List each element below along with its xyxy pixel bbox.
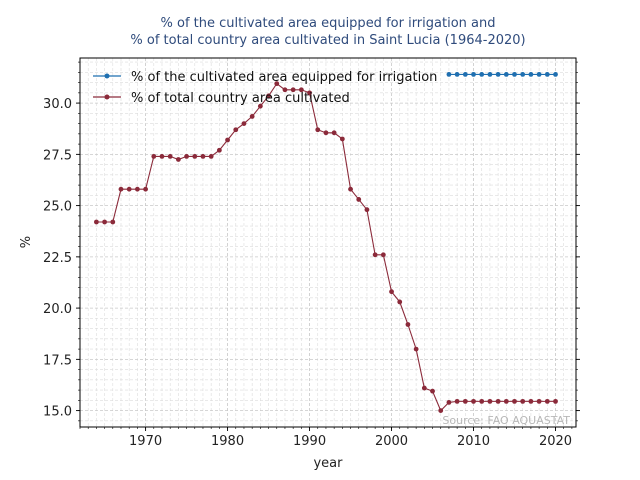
data-point-cultivated	[307, 90, 312, 96]
data-point-cultivated	[380, 252, 386, 258]
data-point-cultivated	[462, 398, 468, 404]
data-point-cultivated	[544, 398, 550, 404]
legend-marker-cultivated	[104, 94, 110, 100]
data-point-cultivated	[134, 186, 140, 192]
legend-label-irrigation: % of the cultivated area equipped for ir…	[131, 70, 437, 85]
x-tick-label: 1970	[129, 434, 162, 449]
chart-title-line-2: % of total country area cultivated in Sa…	[130, 33, 525, 48]
axis-ticks: 1970 1980 1990 2000 2010 2020 15.0 17.5 20.0 22.5…	[43, 61, 580, 449]
y-tick-label: 25.0	[43, 200, 72, 215]
y-axis-label: %	[19, 236, 34, 248]
data-point-cultivated	[200, 154, 206, 159]
data-point-irrigation	[487, 72, 493, 77]
data-point-cultivated	[233, 127, 239, 133]
plot-series	[94, 72, 558, 413]
y-tick-label: 27.5	[43, 148, 72, 163]
data-point-cultivated	[446, 400, 452, 405]
legend-label-cultivated: % of total country area cultivated	[131, 91, 350, 106]
x-tick-label: 1990	[293, 434, 326, 449]
data-point-cultivated	[536, 398, 542, 404]
data-point-irrigation	[512, 72, 517, 77]
data-point-cultivated	[397, 299, 403, 305]
x-tick-label: 1980	[211, 434, 244, 449]
data-point-irrigation	[495, 72, 501, 77]
data-point-cultivated	[331, 130, 337, 136]
y-tick-label: 20.0	[43, 302, 72, 317]
data-point-cultivated	[208, 154, 214, 159]
data-point-cultivated	[479, 398, 485, 404]
data-point-cultivated	[126, 186, 132, 192]
legend-marker-irrigation	[104, 73, 110, 79]
data-point-cultivated	[389, 289, 394, 295]
y-tick-label: 30.0	[43, 97, 72, 112]
data-point-cultivated	[249, 114, 255, 119]
data-point-irrigation	[553, 72, 558, 77]
data-point-cultivated	[356, 197, 362, 202]
y-tick-label: 15.0	[43, 405, 72, 420]
data-point-cultivated	[372, 252, 378, 258]
data-point-cultivated	[438, 408, 444, 413]
y-tick-label: 17.5	[43, 353, 72, 368]
chart-title-line-1: % of the cultivated area equipped for ir…	[161, 16, 496, 31]
data-point-irrigation	[528, 72, 534, 77]
data-point-cultivated	[528, 398, 534, 404]
data-point-irrigation	[446, 72, 452, 77]
data-point-cultivated	[471, 398, 476, 404]
data-point-cultivated	[503, 398, 509, 404]
x-axis-label: year	[313, 456, 343, 471]
data-point-cultivated	[274, 81, 280, 87]
data-point-cultivated	[487, 398, 493, 404]
data-point-irrigation	[462, 72, 468, 77]
data-point-irrigation	[471, 72, 476, 77]
data-point-cultivated	[364, 207, 370, 213]
source-note: Source: FAO AQUASTAT	[442, 414, 570, 427]
data-point-cultivated	[175, 157, 181, 162]
x-tick-label: 2020	[539, 434, 572, 449]
data-point-cultivated	[94, 219, 99, 225]
data-point-cultivated	[495, 398, 501, 404]
data-point-cultivated	[167, 154, 173, 159]
data-point-irrigation	[520, 72, 526, 77]
data-point-cultivated	[421, 385, 427, 391]
data-point-cultivated	[159, 154, 165, 159]
data-point-cultivated	[151, 154, 157, 159]
data-point-cultivated	[454, 398, 460, 404]
plot-frame	[79, 57, 577, 428]
data-point-cultivated	[266, 93, 271, 99]
data-point-cultivated	[413, 346, 419, 352]
y-tick-label: 22.5	[43, 251, 72, 266]
data-point-cultivated	[405, 322, 411, 327]
data-point-irrigation	[544, 72, 550, 77]
data-point-cultivated	[298, 87, 304, 93]
data-point-cultivated	[512, 398, 517, 404]
x-tick-label: 2010	[457, 434, 490, 449]
x-tick-label: 2000	[375, 434, 408, 449]
data-point-cultivated	[216, 147, 222, 153]
data-point-irrigation	[479, 72, 485, 77]
data-point-cultivated	[520, 398, 526, 404]
data-point-cultivated	[143, 186, 148, 192]
data-point-cultivated	[118, 186, 124, 192]
data-point-cultivated	[553, 398, 558, 404]
data-point-cultivated	[315, 127, 321, 133]
grid	[79, 58, 576, 427]
data-point-cultivated	[323, 130, 329, 136]
data-point-cultivated	[192, 154, 198, 159]
data-point-cultivated	[290, 87, 296, 93]
data-point-cultivated	[225, 137, 230, 143]
data-point-cultivated	[282, 87, 288, 93]
data-point-cultivated	[257, 103, 263, 109]
data-point-cultivated	[184, 154, 189, 159]
data-point-cultivated	[241, 121, 247, 126]
data-point-cultivated	[430, 388, 435, 394]
legend: % of the cultivated area equipped for ir…	[93, 70, 437, 106]
data-point-irrigation	[454, 72, 460, 77]
data-point-cultivated	[339, 136, 345, 142]
data-point-cultivated	[348, 186, 353, 192]
data-point-cultivated	[102, 219, 107, 225]
data-point-irrigation	[536, 72, 542, 77]
data-point-irrigation	[503, 72, 509, 77]
data-point-cultivated	[110, 219, 116, 225]
